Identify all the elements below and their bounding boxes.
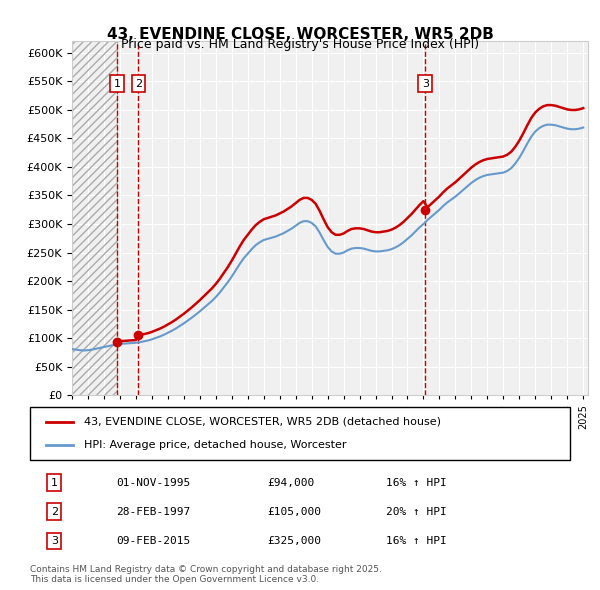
Text: 09-FEB-2015: 09-FEB-2015 [116,536,191,546]
Text: 2: 2 [135,79,142,88]
Text: £94,000: £94,000 [268,477,315,487]
Text: HPI: Average price, detached house, Worcester: HPI: Average price, detached house, Worc… [84,440,347,450]
Text: 1: 1 [114,79,121,88]
Text: 20% ↑ HPI: 20% ↑ HPI [386,507,447,517]
Text: Price paid vs. HM Land Registry's House Price Index (HPI): Price paid vs. HM Land Registry's House … [121,38,479,51]
Text: 01-NOV-1995: 01-NOV-1995 [116,477,191,487]
Text: 43, EVENDINE CLOSE, WORCESTER, WR5 2DB: 43, EVENDINE CLOSE, WORCESTER, WR5 2DB [107,27,493,41]
Text: £325,000: £325,000 [268,536,322,546]
Text: 16% ↑ HPI: 16% ↑ HPI [386,477,447,487]
Text: 43, EVENDINE CLOSE, WORCESTER, WR5 2DB (detached house): 43, EVENDINE CLOSE, WORCESTER, WR5 2DB (… [84,417,441,427]
FancyBboxPatch shape [30,407,570,460]
Text: £105,000: £105,000 [268,507,322,517]
Text: 16% ↑ HPI: 16% ↑ HPI [386,536,447,546]
Text: 3: 3 [422,79,429,88]
Text: 1: 1 [51,477,58,487]
Text: 3: 3 [51,536,58,546]
Text: 2: 2 [51,507,58,517]
Text: 28-FEB-1997: 28-FEB-1997 [116,507,191,517]
Text: Contains HM Land Registry data © Crown copyright and database right 2025.
This d: Contains HM Land Registry data © Crown c… [30,565,382,584]
